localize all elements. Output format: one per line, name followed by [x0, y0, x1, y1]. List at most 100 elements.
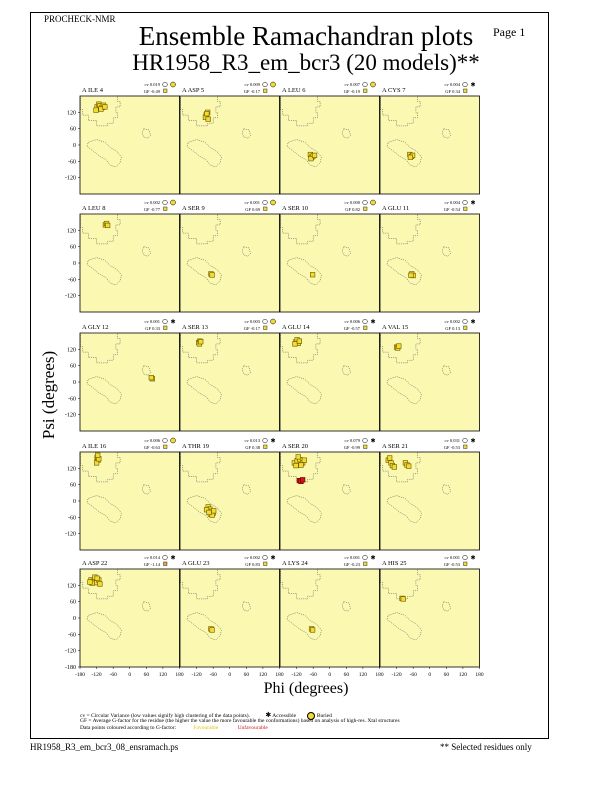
y-tick-label: 120	[67, 347, 76, 353]
data-point	[408, 272, 414, 278]
info-icon	[362, 199, 368, 206]
gf-color-swatch	[263, 325, 268, 330]
alpha-region-outline	[186, 257, 222, 286]
data-point	[293, 463, 299, 469]
gf-value: GF 0.69	[245, 207, 261, 212]
buried-icon	[170, 199, 176, 206]
cv-value: cv 0.004	[445, 200, 461, 205]
panel-area	[79, 213, 180, 313]
cv-value: cv 0.001	[245, 200, 261, 205]
gf-color-swatch	[163, 444, 168, 449]
residue-label: A ASP 5	[182, 87, 204, 94]
residue-label: A GLU 14	[282, 324, 310, 331]
data-point	[308, 156, 314, 162]
accessible-icon: ✱	[370, 319, 375, 326]
alpha-region-outline	[86, 257, 122, 286]
x-tick-label: 180	[475, 672, 484, 678]
legend-cv: cv = Circular Variance (low values signi…	[80, 711, 332, 720]
beta-region-outline	[280, 95, 321, 127]
gf-value: GF 0.38	[245, 445, 261, 450]
accessible-icon: ✱	[170, 319, 175, 326]
data-point	[400, 596, 406, 602]
data-point	[205, 116, 211, 122]
x-tick-label: -120	[292, 672, 302, 678]
data-point	[406, 463, 412, 469]
cv-value: cv 0.000	[345, 200, 361, 205]
info-icon	[162, 199, 168, 206]
gf-color-swatch	[263, 561, 268, 566]
beta-region-outline	[380, 95, 421, 127]
accessible-icon: ✱	[270, 438, 275, 445]
panel-area	[379, 213, 480, 313]
beta-region-outline	[80, 95, 121, 127]
y-tick-label: 0	[73, 143, 76, 149]
residue-label: A HIS 25	[382, 560, 407, 567]
residue-label: A GLY 12	[82, 324, 109, 331]
beta-region-outline	[180, 451, 221, 483]
data-point	[93, 107, 99, 113]
panel-area	[279, 568, 380, 668]
page-frame	[30, 12, 549, 739]
panel-area	[79, 568, 180, 668]
legend-accessible-text: Accessible	[272, 713, 297, 719]
legend-gf: GF = Average G-factor for the residue (t…	[80, 718, 400, 724]
gf-color-swatch	[463, 325, 468, 330]
data-point	[97, 581, 103, 587]
panel-area	[279, 451, 380, 551]
info-icon	[162, 437, 168, 444]
legend-gf-text: GF = Average G-factor for the residue (t…	[80, 718, 400, 724]
panel: A LYS 24 cv 0.001 GF -0.23 ✱ -120 -60 0 60 120 18…	[279, 555, 384, 678]
x-tick-label: -120	[392, 672, 402, 678]
x-tick-label: 0	[228, 672, 231, 678]
accessible-icon: ✱	[170, 555, 175, 562]
x-tick-label: 120	[359, 672, 368, 678]
gf-color-swatch	[363, 444, 368, 449]
data-point	[298, 462, 304, 468]
alpha-region-outline	[286, 257, 322, 286]
info-icon	[262, 554, 268, 561]
y-tick-label: -60	[68, 396, 76, 402]
y-tick-label: -60	[68, 515, 76, 521]
alpha-region-outline	[286, 376, 322, 405]
data-point-unfavourable	[300, 477, 306, 483]
gf-color-swatch	[163, 325, 168, 330]
y-axis-label: Psi (degrees)	[39, 350, 58, 440]
cv-value: cv 0.007	[345, 82, 361, 87]
beta-region-outline	[280, 332, 321, 364]
beta-region-outline	[80, 213, 121, 245]
footer-note: ** Selected residues only	[440, 742, 532, 752]
panel-area	[179, 95, 280, 195]
panel: A HIS 25 cv 0.001 GF -0.53 ✱ -120 -60 0 60 120 18…	[379, 555, 484, 678]
cv-value: cv 0.031	[445, 438, 461, 443]
accessible-icon: ✱	[265, 711, 272, 719]
gf-value: GF 0.82	[345, 207, 360, 212]
info-icon	[262, 318, 268, 325]
alpha-region-outline	[186, 139, 222, 168]
gf-color-swatch	[463, 88, 468, 93]
residue-label: A THR 19	[182, 443, 209, 450]
data-point	[387, 455, 393, 461]
gf-color-swatch	[163, 88, 168, 93]
legend-buried-text: Buried	[316, 713, 332, 719]
y-tick-label: 60	[70, 127, 76, 133]
gf-color-swatch	[163, 206, 168, 211]
buried-icon	[170, 81, 176, 88]
data-point	[295, 454, 301, 460]
x-tick-label: 60	[444, 672, 450, 678]
beta-region-outline	[180, 95, 221, 127]
gf-color-swatch	[363, 88, 368, 93]
cv-value: cv 0.001	[445, 555, 461, 560]
cv-value: cv 0.019	[145, 82, 161, 87]
panel-area	[279, 213, 380, 313]
x-tick-label: -60	[409, 672, 417, 678]
beta-region-outline	[280, 568, 321, 600]
residue-label: A GLU 23	[182, 560, 209, 567]
panel-area	[379, 95, 480, 195]
x-tick-label: -120	[192, 672, 202, 678]
cv-value: cv 0.001	[345, 555, 361, 560]
gf-color-swatch	[263, 88, 268, 93]
y-tick-label: -60	[68, 277, 76, 283]
x-tick-label: -60	[309, 672, 317, 678]
data-point	[209, 627, 215, 633]
